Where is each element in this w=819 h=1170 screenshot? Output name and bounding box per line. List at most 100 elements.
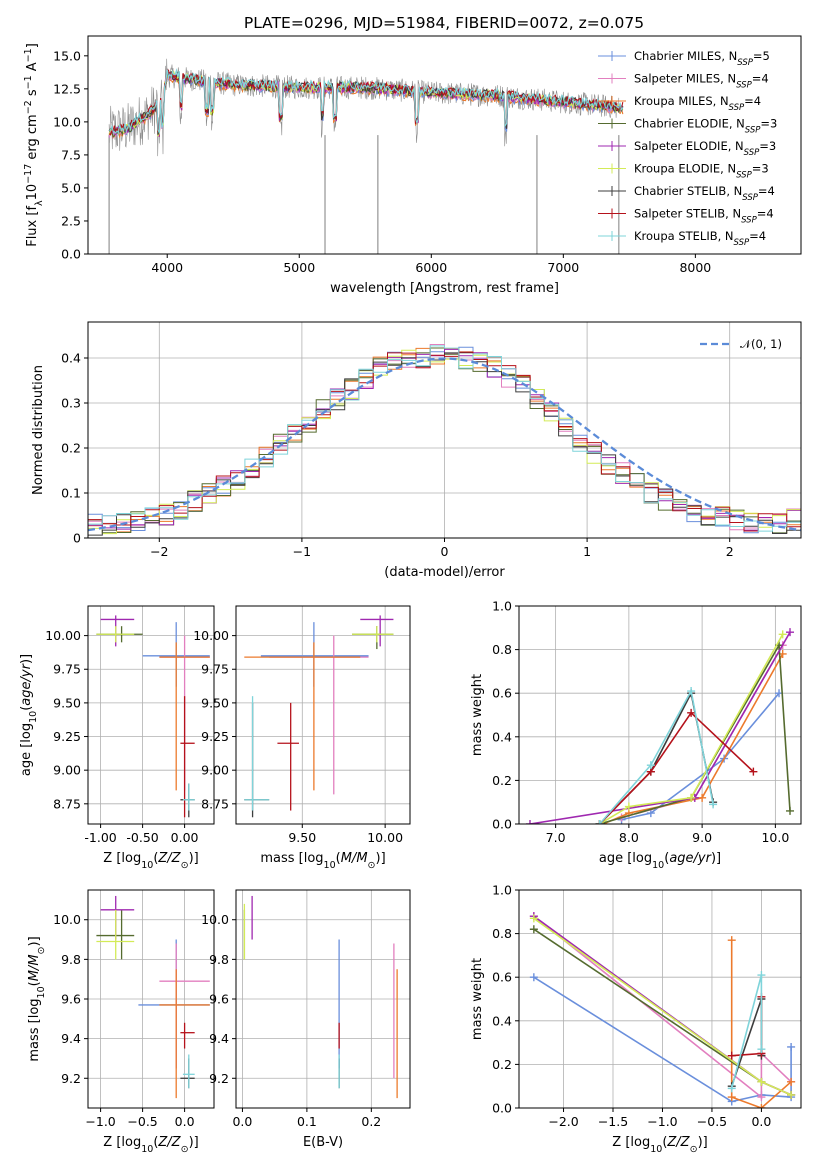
- error-point: [180, 783, 195, 818]
- x-tick-label: 6000: [415, 260, 447, 275]
- x-tick-label: 0.2: [361, 1114, 381, 1129]
- error-point: [159, 642, 210, 791]
- legend-label: Chabrier MILES, NSSP=5: [634, 49, 770, 68]
- plot-area-weight_vs_Z: [529, 912, 796, 1108]
- weight-series-line: [621, 692, 780, 821]
- legend-label: 𝒩(0, 1): [740, 337, 782, 351]
- weight-marker: [757, 1093, 766, 1102]
- y-tick-label: 9.6: [209, 992, 229, 1007]
- y-tick-label: 9.75: [201, 662, 229, 677]
- error-point: [96, 626, 135, 643]
- weight-marker: [624, 802, 633, 811]
- x-tick-label: 7.0: [546, 830, 566, 845]
- x-tick-label: −2: [150, 544, 168, 559]
- error-point: [182, 783, 195, 811]
- weight-marker: [786, 628, 795, 637]
- weight-marker: [786, 806, 795, 815]
- y-tick-label: 1.0: [492, 599, 512, 614]
- legend-label: Kroupa MILES, NSSP=4: [634, 94, 761, 113]
- y-tick-label: 9.2: [209, 1071, 229, 1086]
- legend-label: Kroupa ELODIE, NSSP=3: [634, 162, 769, 181]
- y-tick-label: 9.50: [53, 695, 81, 710]
- x-axis-label: Z [log10(Z/Z⊙)]: [103, 851, 198, 871]
- weight-marker: [727, 936, 736, 945]
- error-point: [180, 1022, 195, 1049]
- error-point: [100, 895, 135, 940]
- spine: [235, 889, 411, 1109]
- y-tick-label: 9.6: [61, 992, 81, 1007]
- weight-marker: [529, 914, 538, 923]
- y-tick-label: 8.75: [201, 796, 229, 811]
- error-point: [260, 622, 369, 687]
- y-tick-label: 9.00: [201, 763, 229, 778]
- x-axis-label: Z [log10(Z/Z⊙)]: [103, 1135, 198, 1155]
- y-axis-label: Normed distribution: [31, 365, 46, 495]
- legend-label: Salpeter STELIB, NSSP=4: [634, 207, 774, 226]
- x-tick-label: −1.5: [598, 1114, 628, 1129]
- y-tick-label: 0.3: [61, 396, 81, 411]
- weight-series-line: [533, 915, 792, 1099]
- weight-marker: [529, 973, 538, 982]
- weight-marker: [757, 1045, 766, 1054]
- x-tick-label: 9.0: [692, 830, 712, 845]
- data-spectrum: [108, 58, 620, 157]
- x-tick-label: 9.50: [288, 830, 316, 845]
- x-axis-label: (data-model)/error: [384, 565, 505, 580]
- y-tick-label: 5.0: [61, 180, 81, 195]
- y-tick-label: 9.8: [61, 952, 81, 967]
- y-tick-label: 0.2: [492, 773, 512, 788]
- y-tick-label: 0.2: [492, 1057, 512, 1072]
- x-tick-label: −2.0: [548, 1114, 578, 1129]
- x-tick-label: −0.5: [127, 1114, 157, 1129]
- weight-marker: [687, 708, 696, 717]
- weight-marker: [646, 761, 655, 770]
- y-tick-label: 12.5: [53, 81, 81, 96]
- x-tick-label: −1: [293, 544, 311, 559]
- error-point: [138, 939, 210, 1069]
- plot-area-age_vs_mass: [244, 615, 394, 818]
- weight-marker: [727, 1051, 736, 1060]
- figure-title: PLATE=0296, MJD=51984, FIBERID=0072, z=0…: [244, 14, 644, 32]
- plot-area-mass_vs_Z: [96, 895, 210, 1099]
- weight-marker: [529, 925, 538, 934]
- x-tick-label: 1: [583, 544, 591, 559]
- x-tick-label: 5000: [283, 260, 315, 275]
- legend-label: Chabrier STELIB, NSSP=4: [634, 184, 775, 203]
- weight-marker: [525, 820, 534, 824]
- model-spectrum: [109, 68, 624, 135]
- weight-marker: [787, 1077, 796, 1086]
- axes-weight_vs_age: 7.0 8.0 9.0 10.0 0.0 0.2 0.4 0.6 0.8 1.0 age [log1…: [470, 599, 802, 871]
- weight-marker: [787, 1090, 796, 1099]
- x-tick-label: 0.0: [232, 1114, 252, 1129]
- weight-series-line: [599, 633, 784, 824]
- plot-area-mass_vs_EBV: [243, 895, 398, 1099]
- x-tick-label: -1.00: [84, 830, 116, 845]
- y-tick-label: 2.5: [61, 213, 81, 228]
- error-point: [352, 626, 394, 650]
- y-tick-label: 10.0: [53, 114, 81, 129]
- x-tick-label: −1.0: [647, 1114, 677, 1129]
- legend-label: Chabrier ELODIE, NSSP=3: [634, 117, 777, 136]
- error-point: [277, 702, 299, 811]
- x-tick-label: 0.0: [175, 1114, 195, 1129]
- spine: [87, 605, 215, 825]
- y-tick-label: 10.0: [201, 912, 229, 927]
- weight-series-line: [598, 688, 714, 824]
- y-tick-label: 8.75: [53, 796, 81, 811]
- axes-age_vs_mass: 9.50 10.00 8.75 9.00 9.25 9.50 9.75 10.00 mass […: [193, 605, 411, 871]
- error-point: [352, 626, 394, 643]
- spine: [518, 605, 802, 825]
- weight-series-line: [599, 711, 754, 824]
- plot-area-weight_vs_age: [525, 628, 795, 824]
- error-point: [96, 909, 135, 960]
- spine: [518, 889, 802, 1109]
- weight-marker: [749, 767, 758, 776]
- y-tick-label: 0.6: [492, 686, 512, 701]
- x-axis-label: age [log10(age/yr)]: [599, 851, 721, 871]
- weight-marker: [687, 687, 696, 696]
- residual-histogram: [88, 345, 801, 532]
- weight-marker: [687, 793, 696, 802]
- spine: [87, 321, 802, 539]
- y-axis-label: mass [log10(M/M⊙)]: [27, 936, 47, 1061]
- plot-area-residuals: [88, 344, 801, 536]
